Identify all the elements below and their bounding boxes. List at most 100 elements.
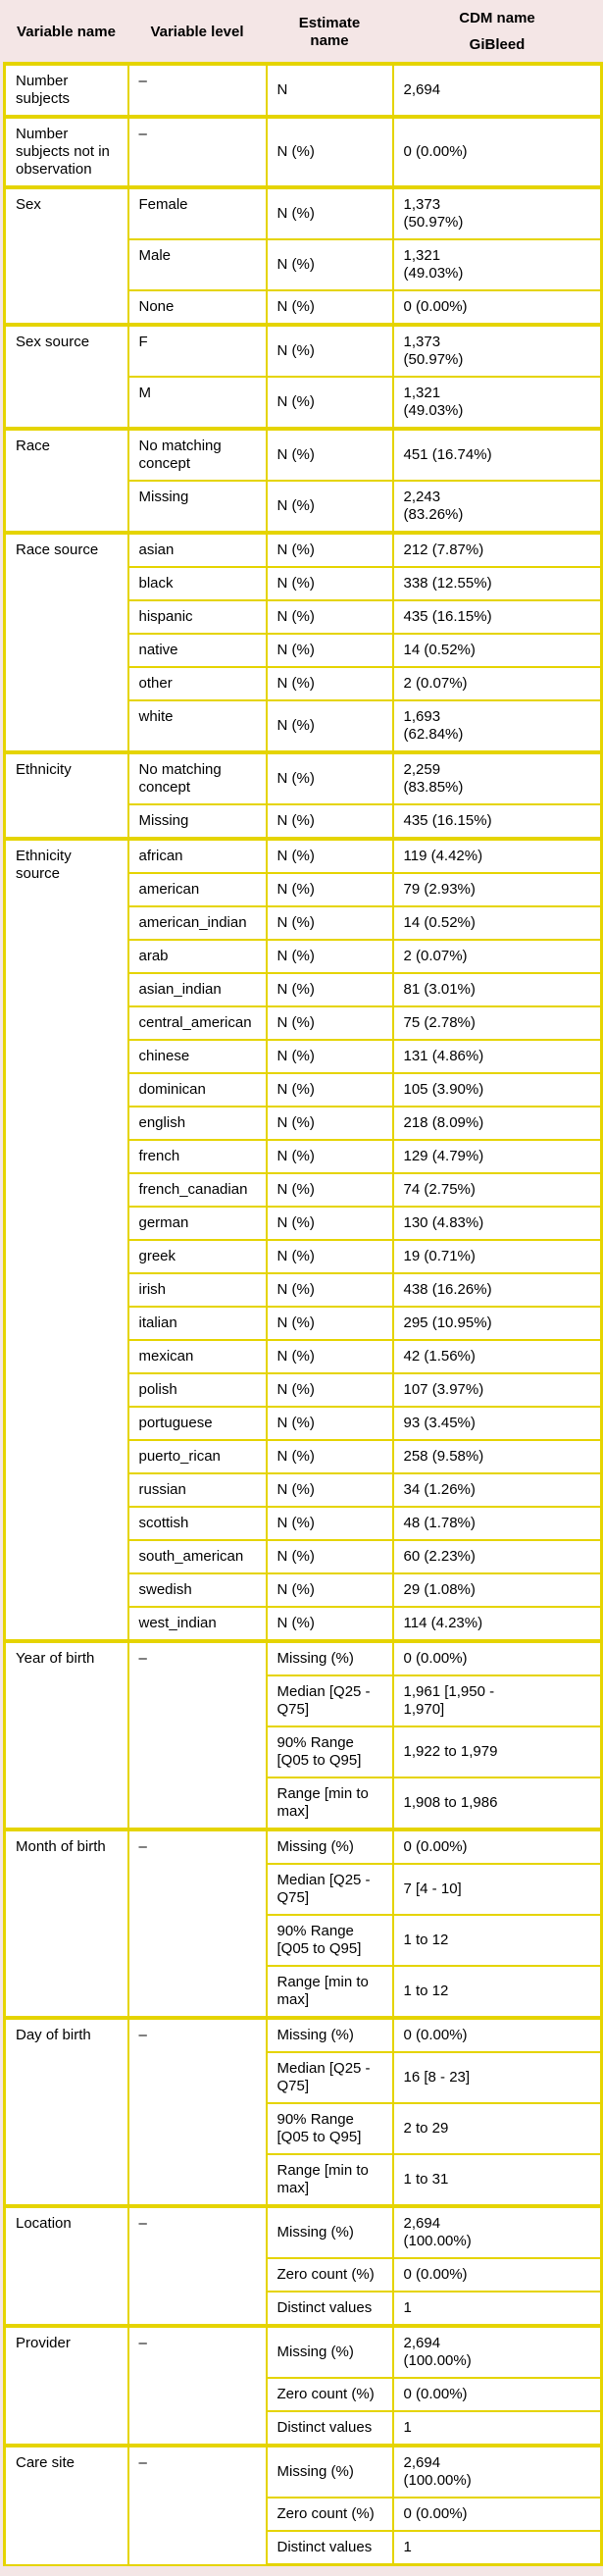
value-cell: 438 (16.26%) [391, 1272, 603, 1308]
value-cell: 1,321 (49.03%) [391, 238, 603, 291]
table-row: central_american N (%) 75 (2.78%) [5, 1005, 603, 1041]
estimate-name-cell: N (%) [265, 185, 394, 240]
estimate-name-cell: N (%) [265, 1005, 394, 1041]
table-body: Number subjects – N 2,694 Number subjects no… [3, 62, 603, 2566]
value-cell: 79 (2.93%) [391, 872, 603, 907]
value-cell: 1 [391, 2530, 603, 2566]
value-cell: 0 (0.00%) [391, 2377, 603, 2412]
value-cell: 7 [4 - 10] [391, 1863, 603, 1916]
variable-level-cell: white [126, 699, 268, 753]
estimate-name-cell: 90% Range [Q05 to Q95] [265, 1914, 394, 1967]
estimate-name-cell: N (%) [265, 1239, 394, 1274]
value-cell: 2 to 29 [391, 2102, 603, 2155]
variable-name-cell: Race source [3, 531, 129, 753]
estimate-name-cell: Range [min to max] [265, 2153, 394, 2207]
variable-level-cell: west_indian [126, 1606, 268, 1642]
value-cell: 1,373 (50.97%) [391, 323, 603, 378]
value-cell: 48 (1.78%) [391, 1506, 603, 1541]
estimate-name-cell: N (%) [265, 1172, 394, 1208]
estimate-name-cell: N (%) [265, 289, 394, 326]
variable-level-cell: – [126, 1639, 268, 1830]
table-row: west_indian N (%) 114 (4.23%) [5, 1606, 603, 1642]
table-row: Race source asian N (%) 212 (7.87%) [3, 531, 603, 753]
estimate-name-cell: N (%) [265, 905, 394, 941]
estimate-name-cell: Median [Q25 - Q75] [265, 2051, 394, 2104]
table-row: Range [min to max] 1 to 12 [5, 1965, 603, 2019]
variable-name-cell: Sex source [3, 323, 129, 430]
value-cell: 107 (3.97%) [391, 1372, 603, 1408]
estimate-name-cell: N (%) [265, 1072, 394, 1108]
variable-level-cell: other [126, 666, 268, 701]
table-row: native N (%) 14 (0.52%) [5, 633, 603, 668]
estimate-name-cell: N (%) [265, 633, 394, 668]
value-cell: 2,694 (100.00%) [391, 2204, 603, 2259]
value-cell: 2,259 (83.85%) [391, 750, 603, 805]
estimate-name-cell: N (%) [265, 1272, 394, 1308]
estimate-name-cell: Distinct values [265, 2410, 394, 2447]
estimate-name-cell: N (%) [265, 803, 394, 840]
estimate-name-cell: N (%) [265, 1372, 394, 1408]
estimate-name-cell: N (%) [265, 1306, 394, 1341]
value-cell: 1,373 (50.97%) [391, 185, 603, 240]
estimate-name-cell: N (%) [265, 480, 394, 534]
value-cell: 0 (0.00%) [391, 115, 603, 188]
table-row: black N (%) 338 (12.55%) [5, 566, 603, 601]
table-row: Zero count (%) 0 (0.00%) [5, 2257, 603, 2293]
table-row: irish N (%) 438 (16.26%) [5, 1272, 603, 1308]
value-cell: 81 (3.01%) [391, 972, 603, 1007]
value-cell: 2 (0.07%) [391, 666, 603, 701]
value-cell: 451 (16.74%) [391, 427, 603, 482]
value-cell: 14 (0.52%) [391, 633, 603, 668]
value-cell: 1,908 to 1,986 [391, 1777, 603, 1830]
estimate-name-cell: N (%) [265, 837, 394, 874]
variable-level-cell: chinese [126, 1039, 268, 1074]
value-cell: 14 (0.52%) [391, 905, 603, 941]
variable-name-cell: Number subjects not in observation [3, 115, 129, 188]
estimate-name-cell: Missing (%) [265, 2016, 394, 2053]
variable-level-cell: No matching concept [126, 750, 268, 805]
variable-name-cell: Ethnicity source [3, 837, 129, 1642]
variable-name-cell: Year of birth [3, 1639, 129, 1830]
table-row: Sex Female N (%) 1,373 (50.97%) [3, 185, 603, 326]
variable-level-cell: greek [126, 1239, 268, 1274]
variable-level-cell: native [126, 633, 268, 668]
value-cell: 212 (7.87%) [391, 531, 603, 568]
cdm-characteristics-table: Variable name Variable level Estimate na… [3, 2, 603, 2566]
value-cell: 130 (4.83%) [391, 1206, 603, 1241]
estimate-name-cell: Distinct values [265, 2530, 394, 2566]
estimate-name-cell: N (%) [265, 238, 394, 291]
estimate-name-cell: N (%) [265, 1406, 394, 1441]
variable-level-cell: american_indian [126, 905, 268, 941]
variable-level-cell: scottish [126, 1506, 268, 1541]
value-cell: 2,243 (83.26%) [391, 480, 603, 534]
variable-level-cell: Female [126, 185, 268, 240]
table-header: Variable name Variable level Estimate na… [5, 2, 602, 64]
value-cell: 29 (1.08%) [391, 1572, 603, 1608]
value-cell: 1 to 12 [391, 1965, 603, 2019]
table-row: Sex source F N (%) 1,373 (50.97%) [3, 323, 603, 430]
table-row: Day of birth – Missing (%) 0 (0.00%) [3, 2016, 603, 2207]
table-row: american N (%) 79 (2.93%) [5, 872, 603, 907]
estimate-name-cell: N (%) [265, 376, 394, 430]
variable-level-cell: south_american [126, 1539, 268, 1574]
table-row: Year of birth – Missing (%) 0 (0.00%) [3, 1639, 603, 1830]
value-cell: 93 (3.45%) [391, 1406, 603, 1441]
table-row: hispanic N (%) 435 (16.15%) [5, 599, 603, 635]
table-row: german N (%) 130 (4.83%) [5, 1206, 603, 1241]
estimate-name-cell: N (%) [265, 872, 394, 907]
cdm-name-spanner-label: CDM name [459, 10, 535, 26]
variable-level-cell: american [126, 872, 268, 907]
variable-name-cell: Race [3, 427, 129, 534]
variable-name-cell: Ethnicity [3, 750, 129, 840]
variable-level-cell: – [126, 2444, 268, 2566]
variable-level-cell: central_american [126, 1005, 268, 1041]
table-row: scottish N (%) 48 (1.78%) [5, 1506, 603, 1541]
column-header-variable-level: Variable level [150, 23, 244, 40]
table-row: Number subjects not in observation – N (%)… [3, 115, 603, 188]
table-row: Month of birth – Missing (%) 0 (0.00%) [3, 1828, 603, 2019]
estimate-name-cell: N (%) [265, 666, 394, 701]
table-row: Median [Q25 - Q75] 16 [8 - 23] [5, 2051, 603, 2104]
table-row: Care site – Missing (%) 2,694 (100.00%) [3, 2444, 603, 2566]
table-row: greek N (%) 19 (0.71%) [5, 1239, 603, 1274]
